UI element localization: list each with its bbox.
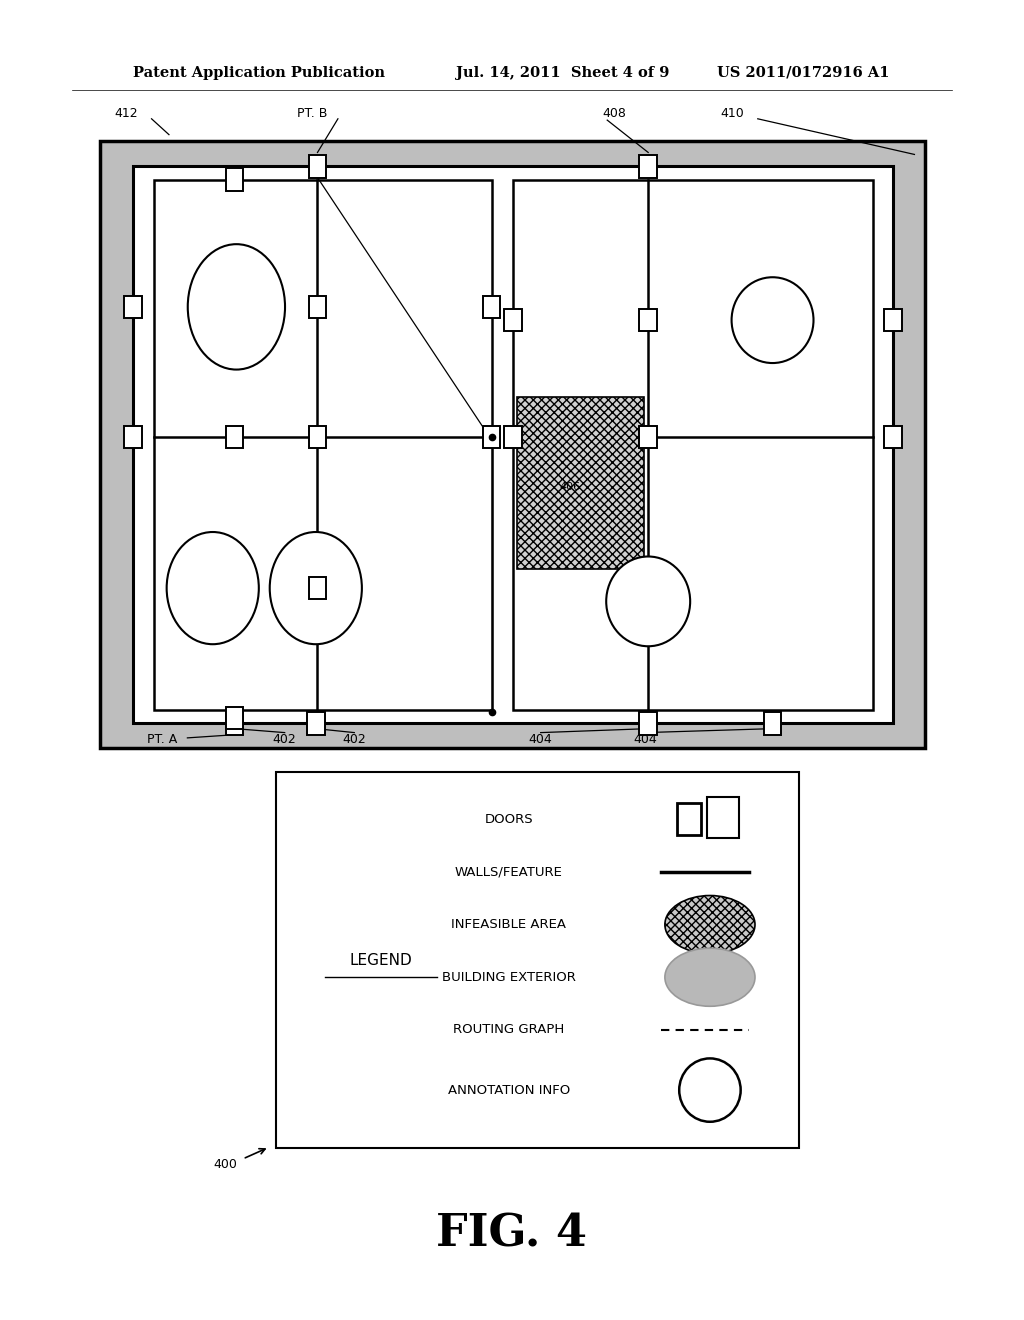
Ellipse shape	[269, 532, 361, 644]
Bar	[677, 804, 701, 836]
Ellipse shape	[731, 277, 813, 363]
Bar	[226, 168, 244, 190]
Bar	[100, 141, 925, 748]
Bar	[764, 713, 781, 734]
Text: Patent Application Publication: Patent Application Publication	[133, 66, 385, 79]
Bar	[483, 296, 500, 318]
Bar	[226, 706, 244, 729]
Bar	[125, 296, 141, 318]
Bar	[133, 166, 893, 723]
Bar	[309, 296, 327, 318]
Bar	[885, 425, 902, 447]
Text: DOORS: DOORS	[484, 813, 534, 826]
Text: 410: 410	[720, 107, 744, 120]
Ellipse shape	[665, 948, 755, 1006]
Bar	[226, 425, 244, 447]
Text: 412: 412	[114, 107, 138, 120]
Bar	[504, 425, 521, 447]
Bar	[309, 577, 327, 599]
Text: 402: 402	[272, 733, 297, 746]
Bar	[309, 425, 327, 447]
Bar	[307, 713, 325, 734]
Text: 408: 408	[602, 107, 627, 120]
Ellipse shape	[665, 895, 755, 953]
Text: INFEASIBLE AREA: INFEASIBLE AREA	[452, 919, 566, 931]
Text: 404: 404	[528, 733, 553, 746]
Bar	[885, 309, 902, 331]
Text: WALLS/FEATURE: WALLS/FEATURE	[455, 866, 563, 878]
Bar	[154, 180, 492, 710]
Bar	[226, 713, 244, 734]
Bar	[309, 154, 327, 177]
Text: BUILDING EXTERIOR: BUILDING EXTERIOR	[442, 970, 575, 983]
Ellipse shape	[167, 532, 259, 644]
Text: 400: 400	[213, 1158, 238, 1171]
Bar	[276, 772, 799, 1148]
Ellipse shape	[679, 1059, 740, 1122]
Bar	[504, 309, 521, 331]
Text: 404: 404	[633, 733, 657, 746]
Text: LEGEND: LEGEND	[349, 953, 413, 968]
Text: Jul. 14, 2011  Sheet 4 of 9: Jul. 14, 2011 Sheet 4 of 9	[456, 66, 669, 79]
Bar	[517, 397, 644, 569]
Bar	[639, 425, 657, 447]
Text: ROUTING GRAPH: ROUTING GRAPH	[454, 1023, 564, 1036]
Bar	[513, 180, 873, 710]
Bar	[639, 713, 657, 734]
Ellipse shape	[187, 244, 285, 370]
Bar	[639, 154, 657, 177]
Text: 402: 402	[342, 733, 367, 746]
Text: US 2011/0172916 A1: US 2011/0172916 A1	[717, 66, 889, 79]
Bar	[639, 309, 657, 331]
Text: PT. A: PT. A	[146, 733, 177, 746]
Bar	[708, 797, 739, 838]
Bar	[125, 425, 141, 447]
Text: PT. B: PT. B	[297, 107, 328, 120]
Text: ANNOTATION INFO: ANNOTATION INFO	[447, 1084, 570, 1097]
Ellipse shape	[606, 557, 690, 647]
Text: 406: 406	[560, 482, 581, 491]
Text: FIG. 4: FIG. 4	[436, 1213, 588, 1255]
Bar	[483, 425, 500, 447]
